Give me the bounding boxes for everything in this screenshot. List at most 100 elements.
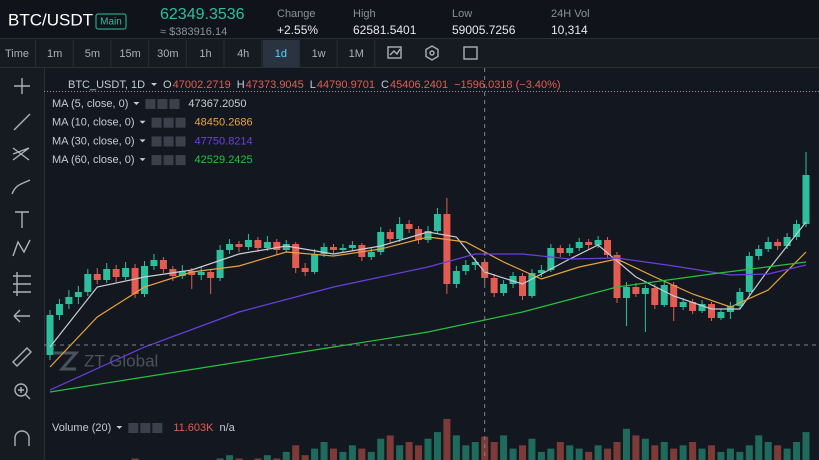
volume-bar xyxy=(689,442,697,460)
volume-bar xyxy=(802,432,810,460)
volume-bar xyxy=(547,448,555,460)
candle-body xyxy=(263,242,271,248)
candle-body xyxy=(632,287,640,294)
toolbar-icons xyxy=(387,45,478,61)
chart-symbol[interactable]: BTC_USDT, 1D xyxy=(68,79,145,91)
fullscreen-icon[interactable] xyxy=(463,46,478,60)
indicator-button[interactable] xyxy=(169,99,180,109)
interval[interactable]: 15m xyxy=(119,48,140,60)
volume-name[interactable]: Volume (20) xyxy=(52,422,111,434)
volume-bar xyxy=(481,436,489,460)
dropdown xyxy=(116,426,123,429)
candle-body xyxy=(556,248,564,253)
candle-body xyxy=(358,245,366,257)
badge: Main xyxy=(100,17,122,28)
volume-bar xyxy=(604,448,612,460)
indicator-name[interactable]: MA (60, close, 0) xyxy=(52,154,135,166)
volume-bar xyxy=(632,435,640,460)
candle-body xyxy=(500,284,508,293)
indicator-button[interactable] xyxy=(175,117,186,128)
indicator-button[interactable] xyxy=(151,136,162,147)
line-tool[interactable] xyxy=(13,113,31,131)
interval[interactable]: 1M xyxy=(349,48,364,60)
candle-body xyxy=(802,175,810,224)
volume-bar xyxy=(263,455,271,460)
back-tool[interactable] xyxy=(13,309,30,323)
interval[interactable]: 4h xyxy=(237,48,249,60)
candle-body xyxy=(641,288,649,294)
interval[interactable]: 1m xyxy=(47,48,62,60)
dropdown xyxy=(139,139,146,143)
symbol[interactable]: BTC/USDT xyxy=(8,10,93,29)
candle-body xyxy=(585,242,593,245)
fib-tool[interactable] xyxy=(12,147,30,161)
volume-bar xyxy=(726,448,734,460)
volume-bar xyxy=(490,442,498,460)
volume-bar xyxy=(613,442,621,460)
volume-bar xyxy=(471,442,479,460)
candle-body xyxy=(471,262,479,265)
candle-body xyxy=(320,247,328,254)
indicator-name[interactable]: MA (10, close, 0) xyxy=(52,117,135,129)
indicator-button[interactable] xyxy=(157,99,168,109)
dropdown xyxy=(139,158,146,162)
compare-icon[interactable] xyxy=(387,46,402,59)
interval[interactable]: 5m xyxy=(85,48,100,60)
indicator-button[interactable] xyxy=(163,155,174,166)
indicator-button[interactable] xyxy=(145,99,156,109)
candle-body xyxy=(604,240,612,255)
stat-label: High xyxy=(353,8,376,20)
candle-body xyxy=(197,272,205,275)
pattern-tool[interactable] xyxy=(12,239,31,257)
badge-box xyxy=(95,13,127,30)
volume-bar xyxy=(433,432,441,460)
indicator-button[interactable] xyxy=(175,136,186,147)
candle-body xyxy=(717,312,725,318)
candle-body xyxy=(254,240,262,248)
text-tool[interactable] xyxy=(15,211,29,228)
last-price: 62349.3536 xyxy=(160,6,245,23)
ma-line xyxy=(49,253,807,391)
candle-body xyxy=(424,231,432,240)
indicator-button[interactable] xyxy=(128,423,139,433)
volume-bar xyxy=(462,445,470,460)
zoom-tool[interactable] xyxy=(14,383,28,397)
indicator-name[interactable]: MA (5, close, 0) xyxy=(52,98,128,110)
candle-body xyxy=(462,265,470,271)
settings-icon[interactable] xyxy=(425,45,439,61)
ohlc-value: 47373.9045 xyxy=(246,79,304,91)
candle-body xyxy=(509,276,517,284)
indicator-button[interactable] xyxy=(163,117,174,128)
candle-body xyxy=(443,214,451,284)
indicator-value: 42529.2425 xyxy=(195,154,253,166)
candle-body xyxy=(774,242,782,246)
candle-body xyxy=(793,224,801,237)
candle-body xyxy=(178,271,186,276)
indicator-button[interactable] xyxy=(175,155,186,166)
volume-bar xyxy=(537,451,545,460)
indicator-name[interactable]: MA (30, close, 0) xyxy=(52,135,135,147)
indicator-button[interactable] xyxy=(140,423,151,433)
candle-body xyxy=(93,274,101,280)
crosshair-tool[interactable] xyxy=(14,78,30,94)
interval[interactable]: Time xyxy=(5,48,29,60)
interval[interactable]: 1h xyxy=(199,48,211,60)
ruler-tool[interactable] xyxy=(12,347,32,367)
candle-body xyxy=(547,248,555,270)
indicator-button[interactable] xyxy=(163,136,174,147)
candle-body xyxy=(292,244,300,268)
indicator-button[interactable] xyxy=(152,423,163,433)
brush-tool[interactable] xyxy=(11,179,31,195)
indicator-button[interactable] xyxy=(151,155,162,166)
candle-body xyxy=(348,245,356,248)
volume-bar xyxy=(670,448,678,460)
forecast-tool[interactable] xyxy=(13,272,31,296)
magnet-tool[interactable] xyxy=(14,430,30,446)
interval[interactable]: 30m xyxy=(157,48,178,60)
indicator-button[interactable] xyxy=(151,117,162,128)
ohlc-label: O xyxy=(163,79,172,91)
candle-body xyxy=(698,304,706,311)
interval[interactable]: 1w xyxy=(312,48,326,60)
candle-body xyxy=(282,244,290,250)
interval[interactable]: 1d xyxy=(275,48,287,60)
